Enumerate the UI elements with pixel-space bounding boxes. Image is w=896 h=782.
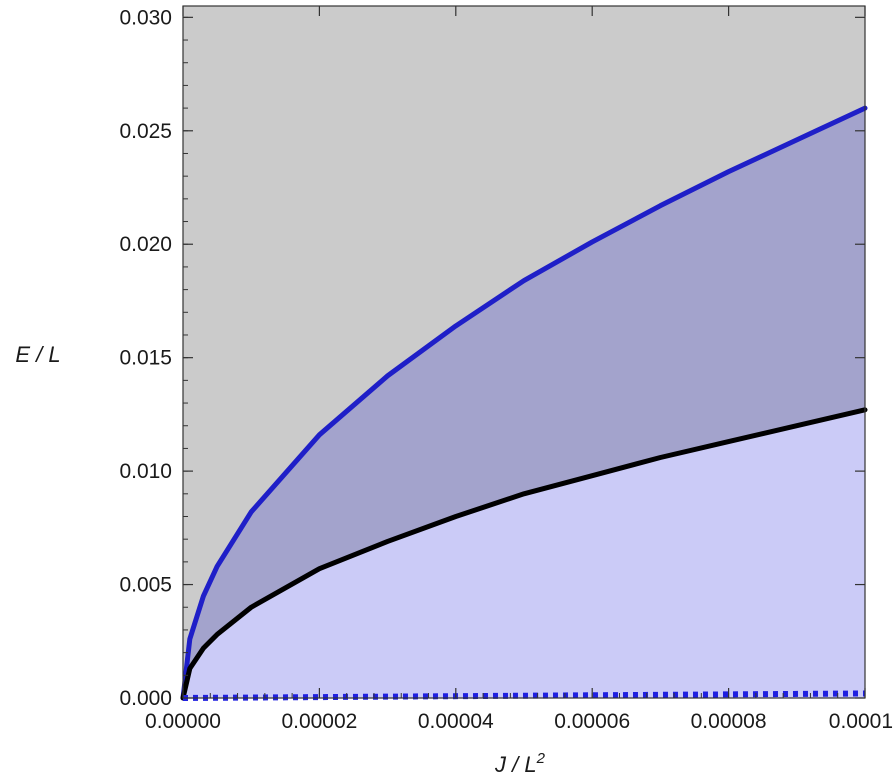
y-tick-label: 0.010: [119, 460, 172, 483]
x-tick-label: 0.00008: [691, 710, 767, 733]
x-axis-ticks: 0.00000 0.00002 0.00004 0.00006 0.00008 0.000…: [145, 6, 893, 733]
x-axis-label-main: J / L: [494, 752, 537, 777]
x-tick-label: 0.00000: [145, 710, 221, 733]
series-2-line: [180, 407, 868, 701]
y-tick-label: 0.020: [119, 233, 172, 256]
x-axis-label: J / L2: [494, 750, 546, 777]
area-fills: [183, 108, 865, 699]
y-axis-ticks: 0.000 0.005 0.010 0.015 0.020 0.025 0.030: [119, 6, 865, 710]
y-axis-label: E / L: [15, 342, 60, 367]
y-tick-label: 0.005: [119, 574, 172, 597]
y-tick-label: 0.000: [119, 687, 172, 710]
y-tick-label: 0.025: [119, 120, 172, 143]
y-tick-label: 0.030: [119, 6, 172, 29]
y-tick-label: 0.015: [119, 347, 172, 370]
series-3-line: [182, 690, 866, 701]
series-1-line: [180, 105, 868, 701]
x-tick-label: 0.00006: [554, 710, 630, 733]
x-tick-label: 0.00004: [418, 710, 494, 733]
plot-frame: [182, 5, 866, 699]
x-tick-label: 0.00002: [281, 710, 357, 733]
x-axis-label-superscript: 2: [536, 750, 546, 767]
series-lines: [180, 105, 868, 701]
series-2-fill: [183, 409, 865, 698]
x-tick-label: 0.0001: [829, 710, 893, 733]
